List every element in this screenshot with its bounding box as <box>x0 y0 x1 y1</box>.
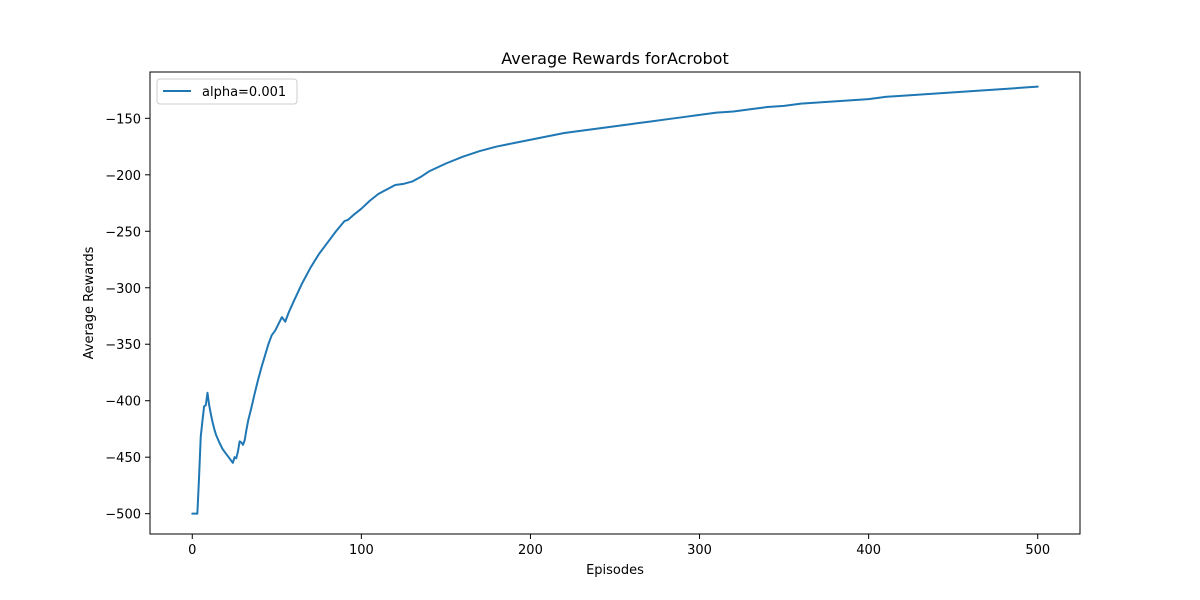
chart-title: Average Rewards forAcrobot <box>501 49 729 68</box>
series-layer <box>191 85 1039 515</box>
legend: alpha=0.001 <box>156 78 298 105</box>
y-axis-label: Average Rewards <box>82 246 97 359</box>
plot-frame <box>149 71 1081 535</box>
y-tick-label: −150 <box>105 112 141 127</box>
x-tick-label: 300 <box>687 543 712 558</box>
y-tick-label: −450 <box>105 451 141 466</box>
y-axis-ticks: −500 −450 −400 −350 −300 −250 −200 −150 <box>105 112 150 523</box>
y-tick-label: −350 <box>105 338 141 353</box>
x-axis-label: Episodes <box>586 563 644 578</box>
x-tick-label: 500 <box>1025 543 1050 558</box>
x-tick-label: 0 <box>188 543 196 558</box>
y-tick-label: −500 <box>105 508 141 523</box>
legend-label: alpha=0.001 <box>202 85 286 100</box>
y-tick-label: −250 <box>105 225 141 240</box>
x-tick-label: 100 <box>349 543 374 558</box>
legend-box <box>156 78 298 105</box>
x-tick-label: 400 <box>856 543 881 558</box>
y-tick-label: −300 <box>105 282 141 297</box>
x-tick-label: 200 <box>518 543 543 558</box>
x-axis-ticks: 0 100 200 300 400 500 <box>188 534 1050 558</box>
y-tick-label: −400 <box>105 395 141 410</box>
series-line-0 <box>191 85 1039 515</box>
y-tick-label: −200 <box>105 169 141 184</box>
